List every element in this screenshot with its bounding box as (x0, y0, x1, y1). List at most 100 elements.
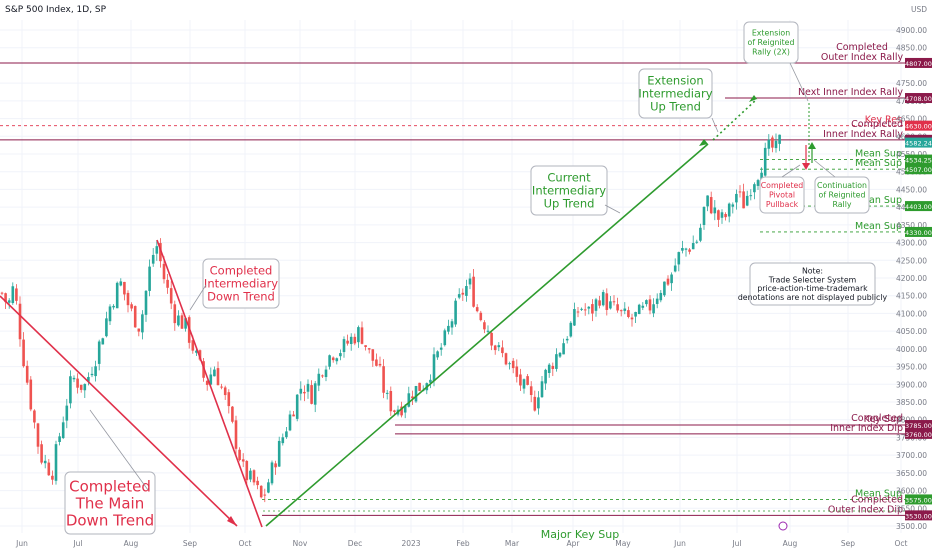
annotation-line: Extension (752, 29, 790, 38)
candle-body (731, 204, 735, 207)
candle-body (533, 396, 537, 411)
annotation-box-continuation (814, 176, 870, 214)
level-tag-key-sup[interactable] (905, 420, 932, 431)
candle-body (709, 197, 713, 214)
candle-body (655, 298, 659, 304)
pullback-arrow (802, 163, 810, 170)
event-marker[interactable] (778, 521, 788, 531)
level-tag-next-inner[interactable] (905, 93, 932, 104)
candle-body (411, 396, 414, 399)
candle-body (54, 444, 58, 481)
candle-body (576, 311, 580, 313)
level-tag-value-key-sup: 3785.00 (905, 422, 932, 430)
level-tag-value-key-res: 4630.00 (905, 123, 932, 131)
candle-body (213, 369, 216, 377)
current-price-tag[interactable] (905, 137, 932, 148)
candle-body (389, 391, 393, 412)
annotation-box-extension_up (638, 68, 713, 119)
candle-body (648, 299, 652, 311)
candle-body (612, 301, 616, 303)
candle-body (677, 252, 681, 265)
candle-body (252, 470, 256, 483)
candle-body (137, 328, 141, 332)
annotation-note: Note: Trade Selecter System price-action-t… (738, 262, 888, 306)
candle-body (616, 304, 619, 311)
candle-body (249, 470, 252, 480)
level-tag-mean-sup-3[interactable] (905, 201, 932, 212)
price-tick: 4150.00 (896, 292, 927, 301)
level-tag-value-outer-rally: 4807.00 (905, 60, 932, 68)
candle-body (69, 376, 72, 404)
annotation-pivotal_pullback: Completed Pivotal Pullback (759, 176, 805, 214)
candle-body (364, 345, 367, 348)
level-tag-mean-sup-4[interactable] (905, 226, 932, 237)
annotation-line: Completed (210, 264, 273, 278)
candle-body (141, 314, 144, 333)
level-tag-value-mean-sup-5: 3575.00 (905, 496, 932, 504)
down-arrow-head (227, 516, 237, 526)
annotation-text-note: Note: Trade Selecter System price-action-t… (738, 267, 888, 302)
time-tick: Sep (841, 539, 855, 548)
candle-body (580, 308, 583, 310)
level-tag-outer-dip[interactable] (905, 510, 932, 521)
candle-body (529, 386, 533, 396)
candle-body (403, 406, 407, 413)
level-label-inner-rally: Completed Inner Index Rally (823, 119, 903, 140)
annotation-line: denotations are not displayed publicly (738, 293, 888, 302)
time-tick: Feb (456, 539, 470, 548)
candle-body (177, 315, 180, 326)
annotation-line: of Reignited (819, 191, 866, 200)
annotation-line: Down Trend (66, 511, 154, 529)
level-label-line: Inner Index Dip (830, 423, 903, 434)
price-tick: 4050.00 (896, 327, 927, 336)
price-tick: 3950.00 (896, 363, 927, 372)
level-tag-mean-sup-1[interactable] (905, 154, 932, 165)
level-label-line: Completed (851, 494, 903, 505)
candle-body (382, 366, 385, 393)
price-tick: 4350.00 (896, 221, 927, 230)
level-label-mean-sup-3: Mean Sup (855, 195, 902, 206)
level-tag-mean-sup-2[interactable] (905, 164, 932, 175)
candle-body (400, 406, 403, 416)
annotation-text-main_down: Completed The Main Down Trend (66, 477, 154, 529)
candle-body (778, 134, 781, 144)
time-tick: Oct (895, 539, 908, 548)
time-tick: Mar (505, 539, 520, 548)
annotation-line: Note: (802, 267, 823, 276)
level-tag-key-res[interactable] (905, 120, 932, 131)
candle-body (641, 305, 645, 308)
candle-body (681, 247, 684, 251)
candle-body (184, 318, 187, 329)
annotation-line: Up Trend (650, 100, 701, 114)
level-tag-outer-rally[interactable] (905, 57, 932, 68)
annotation-box-note (749, 262, 876, 306)
candle-body (756, 180, 760, 186)
level-label-key-sup: Key Sup (864, 414, 902, 425)
candle-body (15, 288, 18, 301)
connector-reignited (789, 62, 809, 102)
level-tag-mean-sup-5[interactable] (905, 494, 932, 505)
annotation-line: Rally (2X) (752, 48, 790, 57)
candle-body (191, 340, 195, 351)
annotation-line: Completed (761, 181, 804, 190)
annotation-current_up: Current Intermediary Up Trend (530, 165, 608, 216)
annotation-line: Pivotal (769, 191, 795, 200)
annotation-text-current_up: Current Intermediary Up Trend (532, 171, 606, 211)
candle-body (159, 243, 162, 262)
candle-body (357, 327, 360, 343)
annotation-line: Down Trend (207, 290, 275, 304)
candle-body (727, 203, 731, 217)
time-tick: May (615, 539, 631, 548)
candle-body (33, 410, 36, 423)
price-axis: 4900.004850.004750.004700.004650.004600.… (896, 0, 932, 550)
candle-body (72, 377, 76, 380)
candle-body (760, 172, 763, 182)
candle-body (133, 306, 137, 328)
level-tag-inner-dip[interactable] (905, 428, 932, 439)
candle-body (101, 338, 105, 345)
candle-body (29, 379, 33, 410)
price-tick: 4300.00 (896, 239, 927, 248)
intermediary-down-trend-line (156, 239, 263, 528)
candle-body (713, 207, 717, 214)
